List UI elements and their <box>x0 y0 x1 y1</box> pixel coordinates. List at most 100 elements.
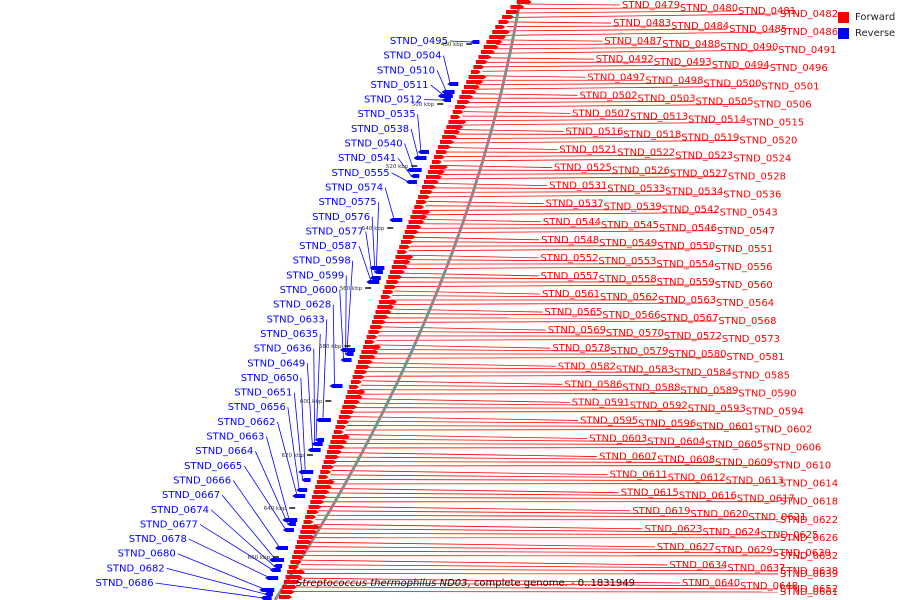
forward-gene-arrow <box>466 80 484 84</box>
reverse-leader-line <box>449 40 472 43</box>
forward-gene-label: STND_0569 <box>548 325 606 336</box>
forward-gene-label: STND_0482 <box>780 9 838 20</box>
forward-swatch <box>838 11 849 23</box>
scale-label: 620 kbp <box>282 453 305 459</box>
forward-leader-line <box>381 326 546 331</box>
forward-leader-line <box>316 514 747 518</box>
forward-gene-arrow <box>478 55 492 59</box>
forward-leader-line <box>387 308 543 313</box>
forward-gene-label: STND_0480 <box>680 3 738 14</box>
forward-gene-arrow <box>305 515 317 519</box>
forward-gene-label: STND_0486 <box>780 27 838 38</box>
forward-gene-label: STND_0582 <box>558 361 616 372</box>
reverse-gene-label: STND_0574 <box>325 182 383 193</box>
forward-gene-arrow <box>318 475 329 479</box>
reverse-leader-line <box>210 509 275 567</box>
forward-gene-arrow <box>354 370 368 374</box>
reverse-gene-arrow <box>413 156 427 160</box>
forward-gene-arrow <box>402 235 416 239</box>
reverse-gene-arrow <box>292 494 306 498</box>
forward-gene-label: STND_0513 <box>630 111 688 122</box>
forward-leader-line <box>482 67 768 72</box>
forward-gene-arrow <box>333 430 344 434</box>
forward-leader-line <box>294 582 739 587</box>
forward-gene-arrow <box>483 45 499 49</box>
reverse-gene-arrow <box>447 82 459 86</box>
forward-gene-label: STND_0547 <box>717 226 775 237</box>
reverse-leader-line <box>199 524 273 571</box>
forward-gene-label: STND_0537 <box>546 199 604 210</box>
forward-gene-label: STND_0551 <box>715 244 773 255</box>
reverse-gene-arrow <box>410 174 420 178</box>
forward-gene-label: STND_0557 <box>541 271 599 282</box>
forward-gene-arrow <box>505 10 519 14</box>
forward-gene-label: STND_0503 <box>638 93 696 104</box>
reverse-gene-arrow <box>301 478 311 482</box>
forward-leader-line <box>374 344 551 349</box>
forward-gene-arrow <box>287 570 306 574</box>
forward-leader-line <box>302 559 668 566</box>
reverse-gene-arrow <box>389 218 403 222</box>
reverse-leader-line <box>188 538 271 579</box>
forward-leader-line <box>370 356 725 359</box>
forward-gene-label: STND_0652 <box>780 584 838 595</box>
caption-organism: Streptococcus thermophilus ND03 <box>296 578 468 589</box>
forward-gene-arrow <box>345 395 363 399</box>
forward-leader-line <box>460 118 687 122</box>
forward-gene-label: STND_0592 <box>630 400 688 411</box>
forward-leader-line <box>480 75 586 78</box>
forward-gene-label: STND_0625 <box>760 530 818 541</box>
forward-gene-arrow <box>399 245 411 249</box>
reverse-gene-label: STND_0541 <box>338 153 396 164</box>
forward-gene-arrow <box>412 210 431 214</box>
forward-leader-line <box>429 194 722 198</box>
forward-gene-arrow <box>303 520 314 524</box>
forward-leader-line <box>437 173 668 175</box>
forward-gene-label: STND_0591 <box>572 397 630 408</box>
reverse-gene-label: STND_0686 <box>96 578 154 589</box>
forward-gene-label: STND_0583 <box>616 364 674 375</box>
forward-gene-label: STND_0564 <box>716 298 774 309</box>
forward-gene-arrow <box>452 110 464 114</box>
forward-leader-line <box>339 447 762 449</box>
forward-gene-label: STND_0586 <box>564 379 622 390</box>
forward-gene-arrow <box>320 470 332 474</box>
forward-gene-arrow <box>429 165 448 169</box>
forward-gene-arrow <box>325 455 340 459</box>
forward-gene-arrow <box>364 340 375 344</box>
forward-gene-arrow <box>352 375 365 379</box>
forward-leader-line <box>422 212 718 216</box>
forward-leader-line <box>423 209 660 211</box>
forward-leader-line <box>336 456 656 460</box>
forward-leader-line <box>407 254 539 259</box>
reverse-gene-arrow <box>286 522 296 526</box>
reverse-leader-line <box>300 377 306 473</box>
forward-gene-arrow <box>321 465 334 469</box>
forward-gene-arrow <box>510 5 525 9</box>
forward-gene-label: STND_0634 <box>669 560 727 571</box>
forward-gene-label: STND_0519 <box>681 132 739 143</box>
forward-leader-line <box>328 478 724 482</box>
forward-gene-arrow <box>338 415 352 419</box>
reverse-leader-line <box>397 157 412 177</box>
forward-leader-line <box>362 380 563 385</box>
forward-leader-line <box>491 49 777 54</box>
forward-gene-arrow <box>379 300 398 304</box>
forward-leader-line <box>389 302 715 305</box>
reverse-gene-label: STND_0665 <box>184 461 242 472</box>
forward-gene-label: STND_0606 <box>763 443 821 454</box>
forward-leader-line <box>441 165 552 168</box>
forward-gene-arrow <box>332 435 351 439</box>
forward-leader-line <box>408 248 714 252</box>
reverse-gene-arrow <box>369 266 385 270</box>
forward-leader-line <box>439 169 610 171</box>
forward-leader-line <box>343 434 588 439</box>
forward-gene-arrow <box>431 160 442 164</box>
forward-gene-label: STND_0612 <box>668 473 726 484</box>
forward-leader-line <box>436 176 726 180</box>
forward-gene-label: STND_0534 <box>665 187 723 198</box>
forward-gene-label: STND_0496 <box>770 63 828 74</box>
forward-gene-arrow <box>461 90 477 94</box>
forward-gene-arrow <box>375 310 392 314</box>
forward-leader-line <box>430 191 664 193</box>
